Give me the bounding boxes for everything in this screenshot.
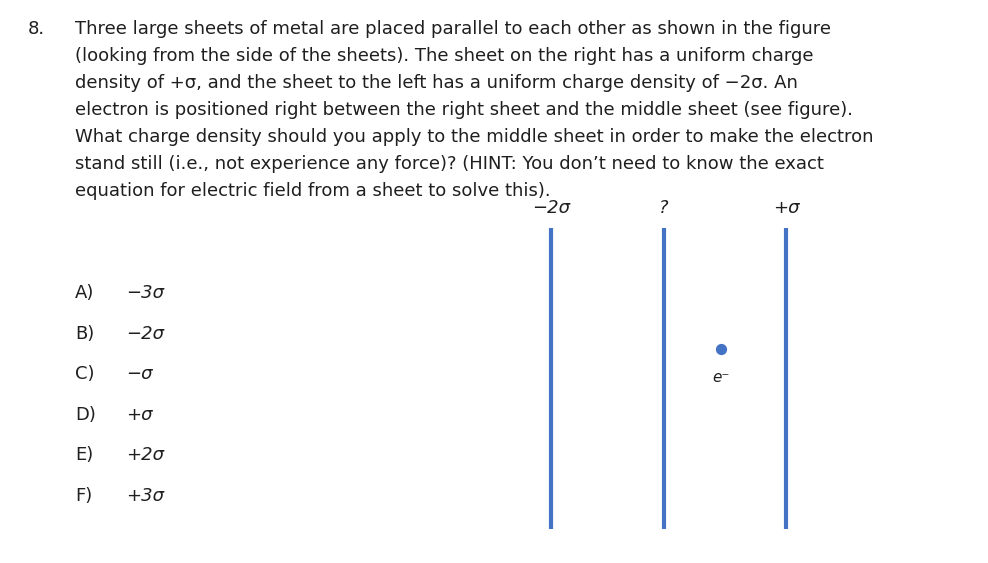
Text: −2σ: −2σ [126, 325, 164, 343]
Text: F): F) [75, 487, 92, 505]
Text: equation for electric field from a sheet to solve this).: equation for electric field from a sheet… [75, 182, 550, 200]
Text: +σ: +σ [774, 199, 799, 217]
Text: Three large sheets of metal are placed parallel to each other as shown in the fi: Three large sheets of metal are placed p… [75, 20, 831, 38]
Text: What charge density should you apply to the middle sheet in order to make the el: What charge density should you apply to … [75, 128, 873, 146]
Text: +σ: +σ [126, 406, 153, 424]
Text: B): B) [75, 325, 94, 343]
Text: A): A) [75, 284, 95, 302]
Point [713, 345, 729, 354]
Text: e⁻: e⁻ [712, 370, 730, 386]
Text: E): E) [75, 446, 93, 464]
Text: +2σ: +2σ [126, 446, 164, 464]
Text: stand still (i.e., not experience any force)? (HINT: You don’t need to know the : stand still (i.e., not experience any fo… [75, 155, 824, 173]
Text: (looking from the side of the sheets). The sheet on the right has a uniform char: (looking from the side of the sheets). T… [75, 47, 813, 65]
Text: D): D) [75, 406, 96, 424]
Text: electron is positioned right between the right sheet and the middle sheet (see f: electron is positioned right between the… [75, 101, 853, 119]
Text: −σ: −σ [126, 365, 153, 383]
Text: 8.: 8. [28, 20, 44, 38]
Text: −3σ: −3σ [126, 284, 164, 302]
Text: −2σ: −2σ [533, 199, 570, 217]
Text: C): C) [75, 365, 95, 383]
Text: density of +σ, and the sheet to the left has a uniform charge density of −2σ. An: density of +σ, and the sheet to the left… [75, 74, 798, 92]
Text: +3σ: +3σ [126, 487, 164, 505]
Text: ?: ? [659, 199, 669, 217]
